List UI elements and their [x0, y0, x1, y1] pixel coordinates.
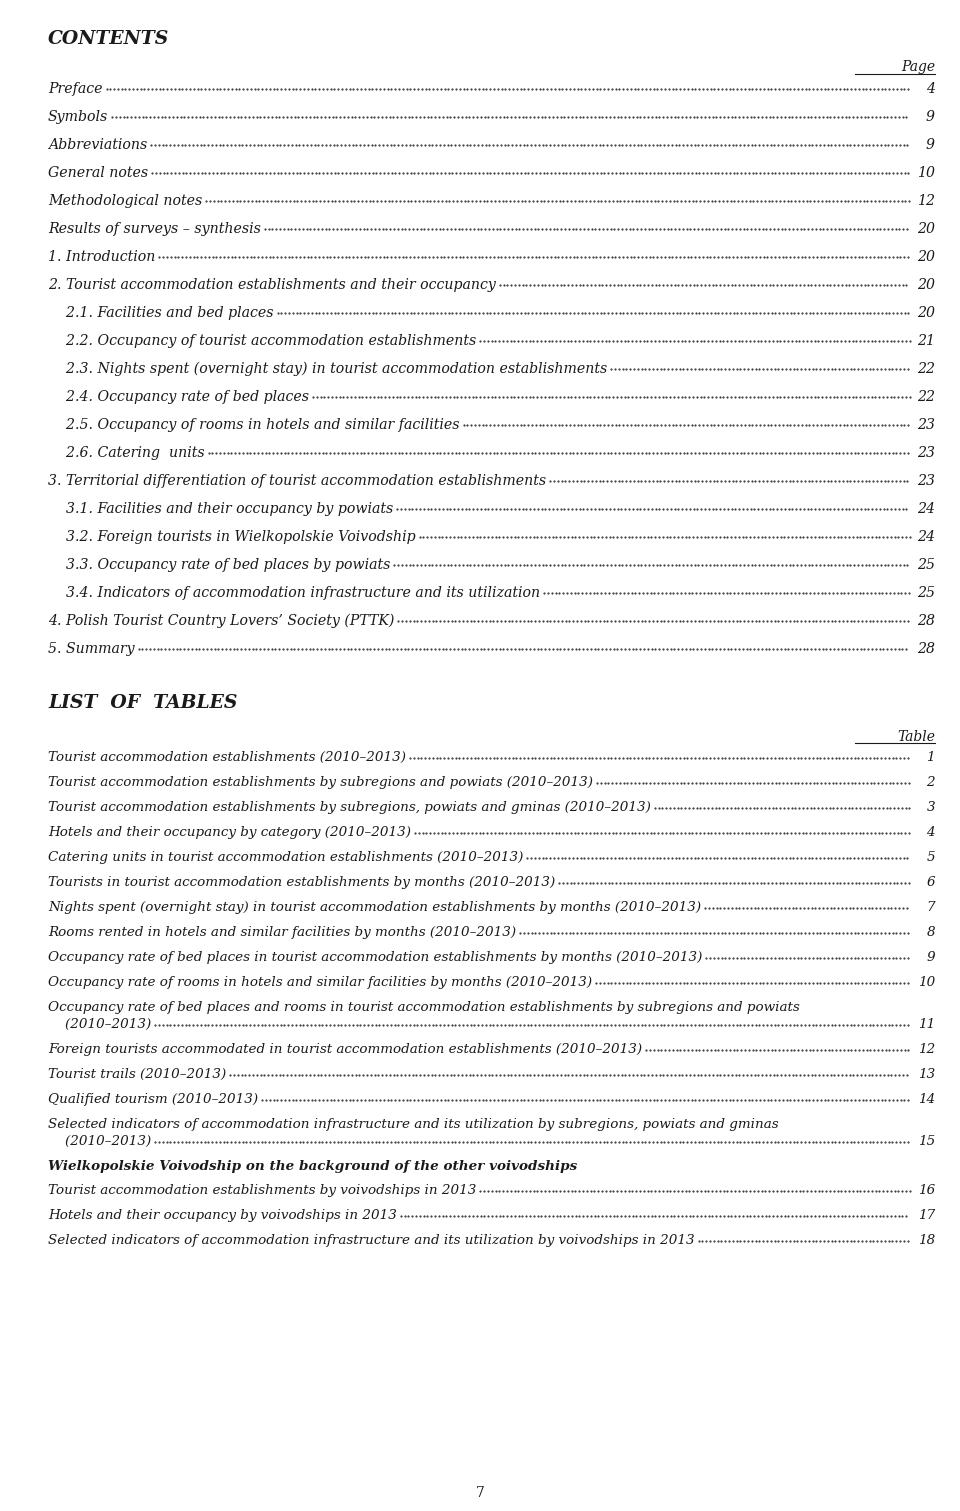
- Text: 3.2. Foreign tourists in Wielkopolskie Voivodship: 3.2. Foreign tourists in Wielkopolskie V…: [48, 530, 416, 544]
- Text: 5: 5: [926, 851, 935, 864]
- Text: 10: 10: [917, 166, 935, 180]
- Text: Tourist accommodation establishments by subregions, powiats and gminas (2010–201: Tourist accommodation establishments by …: [48, 801, 651, 814]
- Text: 7: 7: [926, 901, 935, 914]
- Text: 23: 23: [917, 419, 935, 432]
- Text: 9: 9: [926, 950, 935, 964]
- Text: 4: 4: [926, 827, 935, 839]
- Text: Foreign tourists accommodated in tourist accommodation establishments (2010–2013: Foreign tourists accommodated in tourist…: [48, 1043, 642, 1056]
- Text: 25: 25: [917, 558, 935, 573]
- Text: 17: 17: [918, 1209, 935, 1222]
- Text: 8: 8: [926, 926, 935, 938]
- Text: 11: 11: [918, 1018, 935, 1031]
- Text: Selected indicators of accommodation infrastructure and its utilization by subre: Selected indicators of accommodation inf…: [48, 1118, 779, 1132]
- Text: 2.5. Occupancy of rooms in hotels and similar facilities: 2.5. Occupancy of rooms in hotels and si…: [48, 419, 460, 432]
- Text: 1: 1: [926, 751, 935, 765]
- Text: 18: 18: [918, 1234, 935, 1247]
- Text: Preface: Preface: [48, 82, 103, 97]
- Text: 13: 13: [918, 1068, 935, 1080]
- Text: Nights spent (overnight stay) in tourist accommodation establishments by months : Nights spent (overnight stay) in tourist…: [48, 901, 701, 914]
- Text: Tourists in tourist accommodation establishments by months (2010–2013): Tourists in tourist accommodation establ…: [48, 876, 555, 888]
- Text: 23: 23: [917, 446, 935, 459]
- Text: Selected indicators of accommodation infrastructure and its utilization by voivo: Selected indicators of accommodation inf…: [48, 1234, 695, 1247]
- Text: 4. Polish Tourist Country Lovers’ Society (PTTK): 4. Polish Tourist Country Lovers’ Societ…: [48, 613, 395, 629]
- Text: 2.1. Facilities and bed places: 2.1. Facilities and bed places: [48, 307, 274, 320]
- Text: Page: Page: [900, 60, 935, 74]
- Text: Results of surveys – synthesis: Results of surveys – synthesis: [48, 222, 261, 236]
- Text: 3.1. Facilities and their occupancy by powiats: 3.1. Facilities and their occupancy by p…: [48, 502, 394, 515]
- Text: 7: 7: [475, 1485, 485, 1500]
- Text: 3.3. Occupancy rate of bed places by powiats: 3.3. Occupancy rate of bed places by pow…: [48, 558, 391, 573]
- Text: LIST  OF  TABLES: LIST OF TABLES: [48, 694, 237, 712]
- Text: Hotels and their occupancy by category (2010–2013): Hotels and their occupancy by category (…: [48, 827, 411, 839]
- Text: 6: 6: [926, 876, 935, 888]
- Text: Qualified tourism (2010–2013): Qualified tourism (2010–2013): [48, 1092, 258, 1106]
- Text: Symbols: Symbols: [48, 110, 108, 124]
- Text: Catering units in tourist accommodation establishments (2010–2013): Catering units in tourist accommodation …: [48, 851, 523, 864]
- Text: 20: 20: [917, 307, 935, 320]
- Text: 9: 9: [926, 110, 935, 124]
- Text: Tourist accommodation establishments (2010–2013): Tourist accommodation establishments (20…: [48, 751, 406, 765]
- Text: 16: 16: [918, 1185, 935, 1197]
- Text: Tourist accommodation establishments by subregions and powiats (2010–2013): Tourist accommodation establishments by …: [48, 777, 593, 789]
- Text: 14: 14: [918, 1092, 935, 1106]
- Text: 12: 12: [917, 193, 935, 209]
- Text: 3.4. Indicators of accommodation infrastructure and its utilization: 3.4. Indicators of accommodation infrast…: [48, 586, 540, 600]
- Text: 2.3. Nights spent (overnight stay) in tourist accommodation establishments: 2.3. Nights spent (overnight stay) in to…: [48, 363, 608, 376]
- Text: Rooms rented in hotels and similar facilities by months (2010–2013): Rooms rented in hotels and similar facil…: [48, 926, 516, 938]
- Text: 24: 24: [917, 530, 935, 544]
- Text: Hotels and their occupancy by voivodships in 2013: Hotels and their occupancy by voivodship…: [48, 1209, 396, 1222]
- Text: 21: 21: [917, 334, 935, 348]
- Text: 23: 23: [917, 474, 935, 488]
- Text: 1. Introduction: 1. Introduction: [48, 249, 156, 264]
- Text: 2: 2: [926, 777, 935, 789]
- Text: 12: 12: [918, 1043, 935, 1056]
- Text: Occupancy rate of bed places and rooms in tourist accommodation establishments b: Occupancy rate of bed places and rooms i…: [48, 1000, 800, 1014]
- Text: Methodological notes: Methodological notes: [48, 193, 203, 209]
- Text: 22: 22: [917, 390, 935, 403]
- Text: 20: 20: [917, 222, 935, 236]
- Text: 22: 22: [917, 363, 935, 376]
- Text: 15: 15: [918, 1135, 935, 1148]
- Text: Occupancy rate of bed places in tourist accommodation establishments by months (: Occupancy rate of bed places in tourist …: [48, 950, 703, 964]
- Text: (2010–2013): (2010–2013): [48, 1135, 152, 1148]
- Text: 3: 3: [926, 801, 935, 814]
- Text: (2010–2013): (2010–2013): [48, 1018, 152, 1031]
- Text: 4: 4: [926, 82, 935, 97]
- Text: 2.2. Occupancy of tourist accommodation establishments: 2.2. Occupancy of tourist accommodation …: [48, 334, 476, 348]
- Text: 20: 20: [917, 249, 935, 264]
- Text: General notes: General notes: [48, 166, 148, 180]
- Text: 25: 25: [917, 586, 935, 600]
- Text: 2.6. Catering  units: 2.6. Catering units: [48, 446, 204, 459]
- Text: CONTENTS: CONTENTS: [48, 30, 169, 48]
- Text: 3. Territorial differentiation of tourist accommodation establishments: 3. Territorial differentiation of touris…: [48, 474, 546, 488]
- Text: 28: 28: [917, 613, 935, 629]
- Text: Tourist trails (2010–2013): Tourist trails (2010–2013): [48, 1068, 227, 1080]
- Text: 10: 10: [918, 976, 935, 990]
- Text: Tourist accommodation establishments by voivodships in 2013: Tourist accommodation establishments by …: [48, 1185, 476, 1197]
- Text: Table: Table: [897, 730, 935, 743]
- Text: 28: 28: [917, 642, 935, 656]
- Text: 2. Tourist accommodation establishments and their occupancy: 2. Tourist accommodation establishments …: [48, 278, 496, 292]
- Text: 2.4. Occupancy rate of bed places: 2.4. Occupancy rate of bed places: [48, 390, 309, 403]
- Text: Occupancy rate of rooms in hotels and similar facilities by months (2010–2013): Occupancy rate of rooms in hotels and si…: [48, 976, 592, 990]
- Text: Wielkopolskie Voivodship on the background of the other voivodships: Wielkopolskie Voivodship on the backgrou…: [48, 1160, 577, 1173]
- Text: 9: 9: [926, 138, 935, 153]
- Text: 5. Summary: 5. Summary: [48, 642, 134, 656]
- Text: 20: 20: [917, 278, 935, 292]
- Text: 24: 24: [917, 502, 935, 515]
- Text: Abbreviations: Abbreviations: [48, 138, 147, 153]
